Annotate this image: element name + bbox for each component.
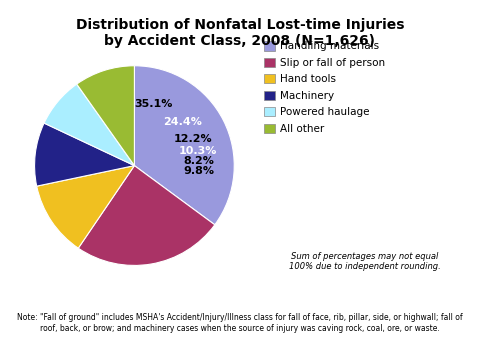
Text: 12.2%: 12.2% <box>174 134 213 144</box>
Text: 10.3%: 10.3% <box>179 146 217 156</box>
Text: 35.1%: 35.1% <box>135 99 173 109</box>
Text: 8.2%: 8.2% <box>184 156 215 166</box>
Wedge shape <box>35 123 134 186</box>
Text: Note: "Fall of ground" includes MSHA's Accident/Injury/Illness class for fall of: Note: "Fall of ground" includes MSHA's A… <box>17 313 463 333</box>
Wedge shape <box>36 166 134 248</box>
Wedge shape <box>44 84 134 166</box>
Text: 9.8%: 9.8% <box>183 166 215 176</box>
Wedge shape <box>134 66 234 225</box>
Text: 24.4%: 24.4% <box>163 117 202 127</box>
Legend: Handling materials, Slip or fall of person, Hand tools, Machinery, Powered haula: Handling materials, Slip or fall of pers… <box>264 41 385 134</box>
Wedge shape <box>78 166 215 265</box>
Text: Distribution of Nonfatal Lost-time Injuries
by Accident Class, 2008 (N=1,626): Distribution of Nonfatal Lost-time Injur… <box>76 18 404 48</box>
Text: Sum of percentages may not equal
100% due to independent rounding.: Sum of percentages may not equal 100% du… <box>289 252 441 271</box>
Wedge shape <box>77 66 134 166</box>
